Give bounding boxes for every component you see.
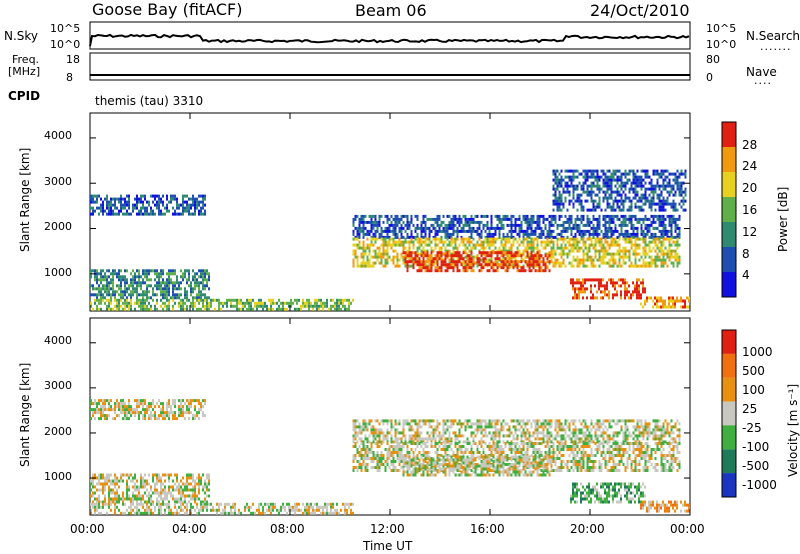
velocity-cbar-tick-neg1000: -1000 [742, 478, 777, 492]
cpid-value: themis (tau) 3310 [95, 94, 204, 108]
power-cbar-tick-20: 20 [742, 181, 758, 195]
power-cbar-tick-16: 16 [742, 203, 758, 217]
velocity-colorbar-frame [721, 329, 737, 498]
power-cbar-tick-4: 4 [742, 268, 750, 282]
freq-panel-frame [89, 52, 691, 81]
power-colorbar-swatch-6 [722, 247, 736, 272]
freq-tick-top: 18 [66, 53, 80, 66]
velocity-echo-region-1 [90, 399, 206, 421]
velocity-colorbar-swatch-3 [722, 377, 736, 402]
power-echo-region-6 [402, 251, 553, 273]
nsearch-label: N.Search [746, 29, 800, 43]
velocity-cbar-tick-500: 500 [742, 364, 765, 378]
velocity-echo-region-4 [352, 419, 681, 444]
velocity-cbar-tick-100: 100 [742, 383, 765, 397]
power-colorbar-frame [721, 121, 737, 298]
nsearch-tick-top: 10^5 [706, 22, 737, 35]
velocity-ytick-4000: 4000 [44, 334, 72, 347]
xlabel: Time UT [363, 539, 413, 553]
velocity-colorbar-swatch-4 [722, 401, 736, 426]
power-colorbar-swatch-4 [722, 197, 736, 222]
freq-label: Freq. [12, 53, 40, 66]
velocity-plot-frame [89, 317, 691, 516]
power-cbar-tick-28: 28 [742, 138, 758, 152]
power-echo-region-7 [570, 278, 646, 300]
power-echo-region-8 [640, 296, 690, 309]
power-echo-region-9 [552, 169, 687, 212]
velocity-colorbar-swatch-6 [722, 449, 736, 474]
power-echo-region-2 [90, 269, 210, 300]
velocity-echo-region-6 [402, 455, 553, 477]
beam-title: Beam 06 [355, 1, 427, 20]
velocity-colorbar-label: Velocity [m s⁻¹] [786, 383, 800, 477]
velocity-colorbar-swatch-7 [722, 473, 736, 497]
nsky-panel-frame [89, 21, 691, 50]
power-echo-region-3 [90, 298, 354, 311]
power-colorbar-swatch-3 [722, 172, 736, 197]
velocity-ylabel: Slant Range [km] [18, 362, 32, 467]
velocity-ytick-1000: 1000 [44, 470, 72, 483]
station-title: Goose Bay (fitACF) [92, 0, 243, 19]
nave-label: Nave [746, 65, 777, 79]
power-ylabel: Slant Range [km] [18, 147, 32, 252]
freq-tick-bottom: 8 [66, 71, 73, 84]
power-echo-region-4 [352, 214, 681, 239]
power-colorbar-swatch-1 [722, 122, 736, 147]
power-ytick-2000: 2000 [44, 220, 72, 233]
date-title: 24/Oct/2010 [590, 1, 690, 20]
power-cbar-tick-24: 24 [742, 159, 758, 173]
nsearch-tick-bottom: 10^0 [706, 38, 737, 51]
power-colorbar-swatch-2 [722, 147, 736, 172]
xtick-1600: 16:00 [470, 522, 505, 536]
xtick-2000: 20:00 [570, 522, 605, 536]
velocity-cbar-tick-neg500: -500 [742, 459, 770, 473]
velocity-echo-region-7 [570, 482, 646, 504]
power-ytick-4000: 4000 [44, 129, 72, 142]
velocity-ytick-3000: 3000 [44, 379, 72, 392]
power-cbar-tick-12: 12 [742, 225, 758, 239]
nave-legend-dots: ···· [754, 77, 772, 90]
power-colorbar-swatch-5 [722, 222, 736, 247]
power-ytick-3000: 3000 [44, 175, 72, 188]
velocity-cbar-tick-25: 25 [742, 402, 758, 416]
xtick-1200: 12:00 [370, 522, 405, 536]
power-cbar-tick-8: 8 [742, 247, 750, 261]
xtick-0400: 04:00 [172, 522, 207, 536]
nsky-tick-top: 10^5 [50, 22, 81, 35]
velocity-echo-region-3 [90, 502, 354, 515]
velocity-colorbar-swatch-5 [722, 425, 736, 450]
power-ytick-1000: 1000 [44, 266, 72, 279]
velocity-cbar-tick-neg100: -100 [742, 440, 770, 454]
power-colorbar-swatch-7 [722, 272, 736, 297]
nave-tick-bottom: 0 [706, 71, 713, 84]
xtick-0000: 00:00 [70, 522, 105, 536]
cpid-label: CPID [8, 89, 41, 103]
xtick-0000-end: 00:00 [670, 522, 705, 536]
freq-unit-label: [MHz] [8, 65, 41, 78]
velocity-cbar-tick-neg25: -25 [742, 421, 762, 435]
power-colorbar-label: Power [dB] [776, 186, 790, 252]
velocity-colorbar-swatch-1 [722, 330, 736, 354]
velocity-colorbar-swatch-2 [722, 353, 736, 378]
nsky-tick-bottom: 10^0 [50, 38, 81, 51]
power-echo-region-1 [90, 194, 206, 216]
velocity-echo-region-8 [640, 500, 690, 513]
velocity-cbar-tick-1000: 1000 [742, 345, 773, 359]
nave-tick-top: 80 [706, 53, 720, 66]
xtick-0800: 08:00 [270, 522, 305, 536]
nsearch-legend-dots: ······· [760, 43, 792, 56]
nsky-trace [89, 33, 690, 47]
nsky-label: N.Sky [4, 29, 39, 43]
velocity-ytick-2000: 2000 [44, 425, 72, 438]
